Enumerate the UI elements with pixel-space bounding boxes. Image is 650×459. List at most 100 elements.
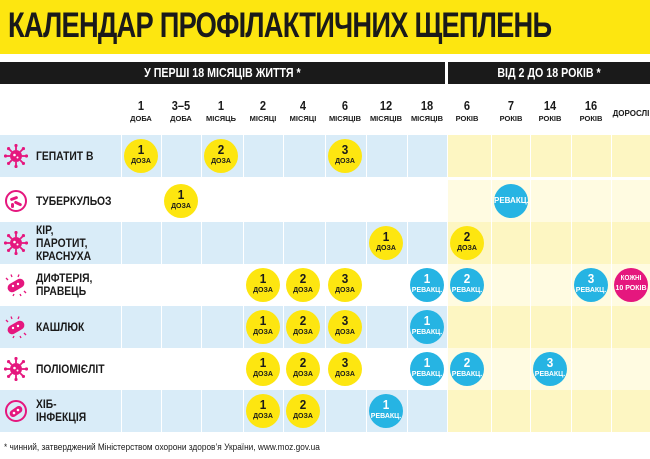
table-row: ПОЛІОМІЄЛІТ 1 ДОЗА 2 ДОЗА 3 ДОЗА 1 РЕВАКЦ. 2 РЕВАК… (0, 348, 650, 390)
cell-divider (161, 306, 162, 348)
revaccination-badge: 1 РЕВАКЦ. (410, 352, 444, 386)
dose-badge: 3 ДОЗА (328, 139, 362, 173)
column-unit: ДОБА (170, 114, 192, 123)
cell-divider (366, 348, 367, 390)
cell-divider (447, 390, 448, 432)
cell-divider (447, 264, 448, 306)
cell-divider (201, 306, 202, 348)
column-unit: МІСЯЦІ (249, 114, 277, 123)
column-unit: РОКІВ (538, 114, 562, 123)
dose-label: РЕВАКЦ. (370, 413, 402, 420)
column-number: 1 (217, 98, 225, 113)
dose-number: 2 (299, 313, 307, 328)
age-2-18-zone (448, 180, 650, 222)
cell-divider (161, 222, 162, 264)
dose-badge: 3 ДОЗА (328, 352, 362, 386)
cell-divider (530, 306, 531, 348)
cell-divider (243, 306, 244, 348)
cell-divider (571, 306, 572, 348)
cell-divider (243, 348, 244, 390)
cell-divider (571, 348, 572, 390)
dose-number: 2 (463, 355, 471, 370)
column-unit: ДОРОСЛІ (612, 109, 650, 118)
vaccine-name: КАШЛЮК (36, 319, 85, 334)
cell-divider (407, 306, 408, 348)
cell-divider (121, 222, 122, 264)
bacteria-icon (4, 189, 28, 213)
dose-number: 3 (341, 271, 349, 286)
vaccine-label: ГЕПАТИТ В (0, 135, 117, 177)
virus-icon (3, 143, 29, 169)
cell-divider (325, 348, 326, 390)
dose-badge: 1 ДОЗА (369, 226, 403, 260)
vaccine-name: КІР, ПАРОТИТ, КРАСНУХА (36, 222, 92, 263)
cell-divider (530, 180, 531, 222)
title-bar: КАЛЕНДАР ПРОФІЛАКТИЧНИХ ЩЕПЛЕНЬ (0, 0, 650, 54)
dose-number: 2 (299, 355, 307, 370)
dose-number: 1 (382, 397, 390, 412)
dose-label: ДОЗА (293, 287, 313, 294)
cell-divider (325, 306, 326, 348)
cell-divider (161, 180, 162, 222)
bacillus-icon (4, 315, 28, 339)
cell-divider (447, 222, 448, 264)
cell-divider (611, 222, 612, 264)
vaccine-name: ТУБЕРКУЛЬОЗ (36, 193, 112, 208)
dose-label: ДОЗА (335, 329, 355, 336)
dose-label: ДОЗА (335, 287, 355, 294)
band-infant: У ПЕРШІ 18 МІСЯЦІВ ЖИТТЯ * (0, 62, 445, 84)
dose-label: ДОЗА (457, 245, 477, 252)
dose-number: 3 (341, 355, 349, 370)
column-unit: ДОБА (130, 114, 152, 123)
cell-divider (161, 390, 162, 432)
cell-divider (571, 390, 572, 432)
column-header: 14 РОКІВ (528, 98, 572, 132)
dose-badge: 2 ДОЗА (286, 310, 320, 344)
revaccination-badge: 2 РЕВАКЦ. (450, 352, 484, 386)
column-header: 3–5 ДОБА (159, 98, 203, 132)
column-unit: РОКІВ (455, 114, 479, 123)
cell-divider (491, 180, 492, 222)
vaccine-label: ТУБЕРКУЛЬОЗ (0, 180, 117, 222)
column-header: 12 МІСЯЦІВ (364, 98, 408, 132)
dose-number: 2 (299, 397, 307, 412)
column-number: 3–5 (171, 98, 191, 113)
cell-divider (325, 180, 326, 222)
vaccine-label: КАШЛЮК (0, 306, 117, 348)
column-header: 1 МІСЯЦЬ (199, 98, 243, 132)
table-row: КАШЛЮК 1 ДОЗА 2 ДОЗА 3 ДОЗА 1 РЕВАКЦ. (0, 306, 650, 348)
column-number: 2 (259, 98, 267, 113)
cell-divider (366, 222, 367, 264)
dose-label: РЕВАКЦ. (411, 287, 443, 294)
column-header: 7 РОКІВ (489, 98, 533, 132)
dose-number: 2 (463, 229, 471, 244)
vaccine-label: КІР, ПАРОТИТ, КРАСНУХА (0, 222, 117, 264)
column-unit: МІСЯЦІВ (410, 114, 444, 123)
cell-divider (201, 264, 202, 306)
dose-number: 2 (217, 142, 225, 157)
dose-label: ДОЗА (293, 371, 313, 378)
dose-label: 10 РОКІВ (615, 285, 647, 292)
vaccine-name: ПОЛІОМІЄЛІТ (36, 361, 105, 376)
cell-divider (611, 390, 612, 432)
cell-divider (121, 180, 122, 222)
column-header: ДОРОСЛІ (609, 98, 650, 132)
table-row: ГЕПАТИТ В 1 ДОЗА 2 ДОЗА 3 ДОЗА (0, 135, 650, 177)
cell-divider (447, 180, 448, 222)
cell-divider (407, 135, 408, 177)
vaccine-label: ХІБ-ІНФЕКЦІЯ (0, 390, 117, 432)
cell-divider (491, 390, 492, 432)
dose-number: 1 (259, 313, 267, 328)
cell-divider (243, 264, 244, 306)
column-header: 16 РОКІВ (569, 98, 613, 132)
dose-label: ДОЗА (253, 287, 273, 294)
revaccination-badge: 3 РЕВАКЦ. (574, 268, 608, 302)
cell-divider (243, 390, 244, 432)
dose-number: 1 (423, 313, 431, 328)
column-number: 18 (420, 98, 434, 113)
dose-label: ДОЗА (335, 371, 355, 378)
cell-divider (447, 306, 448, 348)
cell-divider (121, 348, 122, 390)
cell-divider (201, 222, 202, 264)
dose-label: ДОЗА (131, 158, 151, 165)
